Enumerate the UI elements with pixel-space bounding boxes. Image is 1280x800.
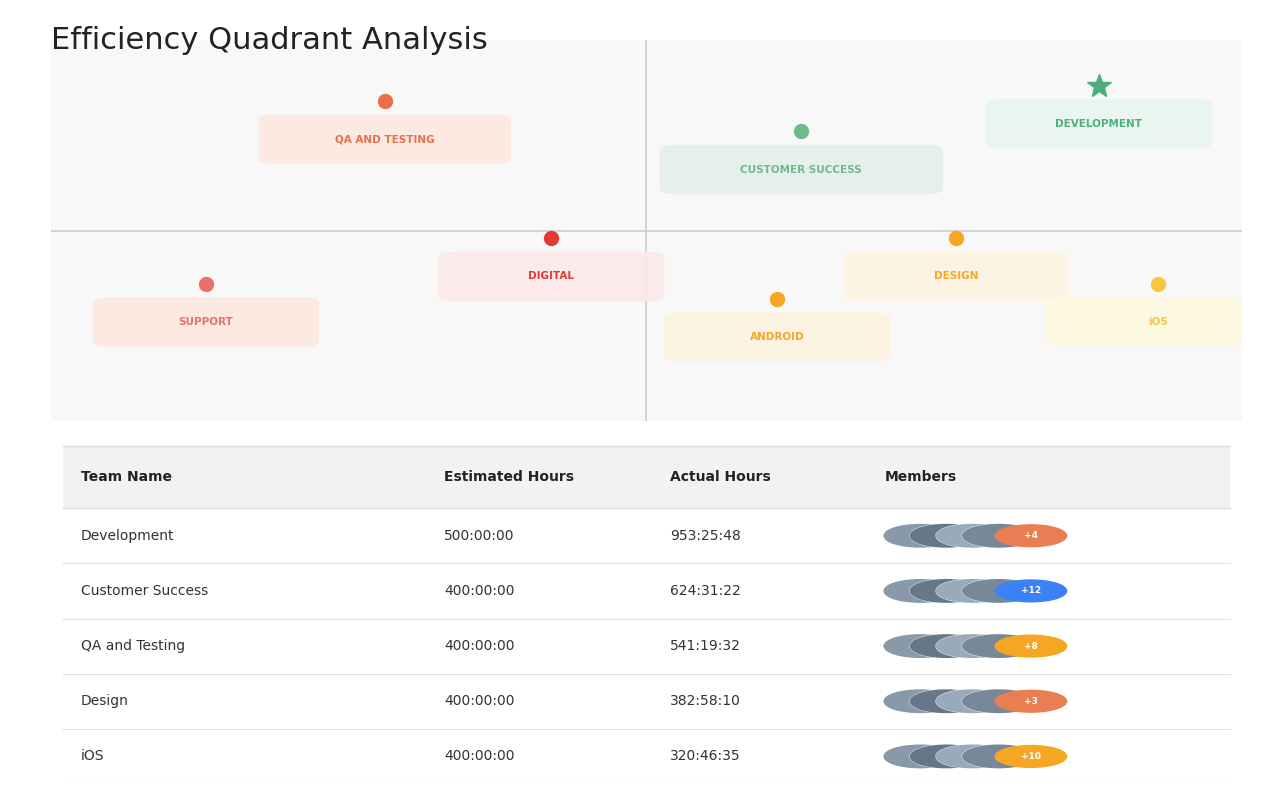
Text: 541:19:32: 541:19:32 — [671, 639, 741, 653]
Text: 400:00:00: 400:00:00 — [444, 694, 515, 708]
Circle shape — [937, 690, 1009, 712]
Text: +8: +8 — [1024, 642, 1038, 650]
Circle shape — [910, 580, 982, 602]
Text: Efficiency Quadrant Analysis: Efficiency Quadrant Analysis — [51, 26, 488, 54]
FancyBboxPatch shape — [63, 674, 1230, 729]
Circle shape — [884, 635, 956, 657]
Circle shape — [963, 746, 1034, 767]
Text: 382:58:10: 382:58:10 — [671, 694, 741, 708]
Circle shape — [963, 635, 1034, 657]
Text: +3: +3 — [1024, 697, 1038, 706]
Circle shape — [937, 635, 1009, 657]
FancyBboxPatch shape — [93, 298, 319, 346]
Text: Low Focus: Low Focus — [314, 467, 384, 481]
Text: 400:00:00: 400:00:00 — [444, 639, 515, 653]
Circle shape — [937, 580, 1009, 602]
Circle shape — [995, 690, 1066, 712]
FancyBboxPatch shape — [259, 114, 511, 164]
Text: 500:00:00: 500:00:00 — [444, 529, 515, 542]
Circle shape — [910, 525, 982, 546]
FancyBboxPatch shape — [63, 446, 1230, 508]
Text: +4: +4 — [1024, 531, 1038, 540]
Circle shape — [963, 580, 1034, 602]
Circle shape — [937, 525, 1009, 546]
Text: DEVELOPMENT: DEVELOPMENT — [1055, 119, 1142, 129]
Circle shape — [884, 746, 956, 767]
Circle shape — [884, 690, 956, 712]
Circle shape — [884, 525, 956, 546]
Text: 320:46:35: 320:46:35 — [671, 750, 741, 763]
FancyBboxPatch shape — [986, 99, 1212, 149]
Circle shape — [963, 690, 1034, 712]
FancyBboxPatch shape — [63, 508, 1230, 563]
Text: 953:25:48: 953:25:48 — [671, 529, 741, 542]
Text: Estimated Hours: Estimated Hours — [444, 470, 573, 484]
FancyBboxPatch shape — [63, 729, 1230, 784]
Text: +12: +12 — [1021, 586, 1041, 595]
Text: SUPPORT: SUPPORT — [179, 317, 233, 327]
Text: 624:31:22: 624:31:22 — [671, 584, 741, 598]
Circle shape — [937, 746, 1009, 767]
FancyBboxPatch shape — [63, 563, 1230, 618]
Text: Members: Members — [884, 470, 956, 484]
FancyBboxPatch shape — [842, 251, 1069, 301]
FancyBboxPatch shape — [1046, 298, 1271, 346]
Text: 400:00:00: 400:00:00 — [444, 584, 515, 598]
Circle shape — [910, 690, 982, 712]
Circle shape — [995, 525, 1066, 546]
Text: Actual Hours: Actual Hours — [671, 470, 771, 484]
Circle shape — [963, 525, 1034, 546]
Text: +10: +10 — [1021, 752, 1041, 761]
Text: Design: Design — [81, 694, 129, 708]
FancyBboxPatch shape — [438, 251, 664, 301]
Text: High Focus: High Focus — [906, 467, 982, 481]
Text: QA and Testing: QA and Testing — [81, 639, 186, 653]
Text: QA AND TESTING: QA AND TESTING — [334, 134, 434, 144]
Circle shape — [995, 580, 1066, 602]
Text: ANDROID: ANDROID — [750, 332, 805, 342]
Text: iOS: iOS — [1148, 317, 1169, 327]
Circle shape — [910, 635, 982, 657]
Text: DIGITAL: DIGITAL — [529, 271, 575, 282]
Text: DESIGN: DESIGN — [933, 271, 978, 282]
Circle shape — [910, 746, 982, 767]
Circle shape — [995, 746, 1066, 767]
Text: Team Name: Team Name — [81, 470, 172, 484]
Text: Development: Development — [81, 529, 174, 542]
FancyBboxPatch shape — [659, 145, 943, 194]
Text: 400:00:00: 400:00:00 — [444, 750, 515, 763]
FancyBboxPatch shape — [664, 313, 891, 362]
Text: iOS: iOS — [81, 750, 105, 763]
Text: CUSTOMER SUCCESS: CUSTOMER SUCCESS — [740, 165, 861, 174]
Circle shape — [995, 635, 1066, 657]
FancyBboxPatch shape — [63, 618, 1230, 674]
Text: Customer Success: Customer Success — [81, 584, 209, 598]
Circle shape — [884, 580, 956, 602]
